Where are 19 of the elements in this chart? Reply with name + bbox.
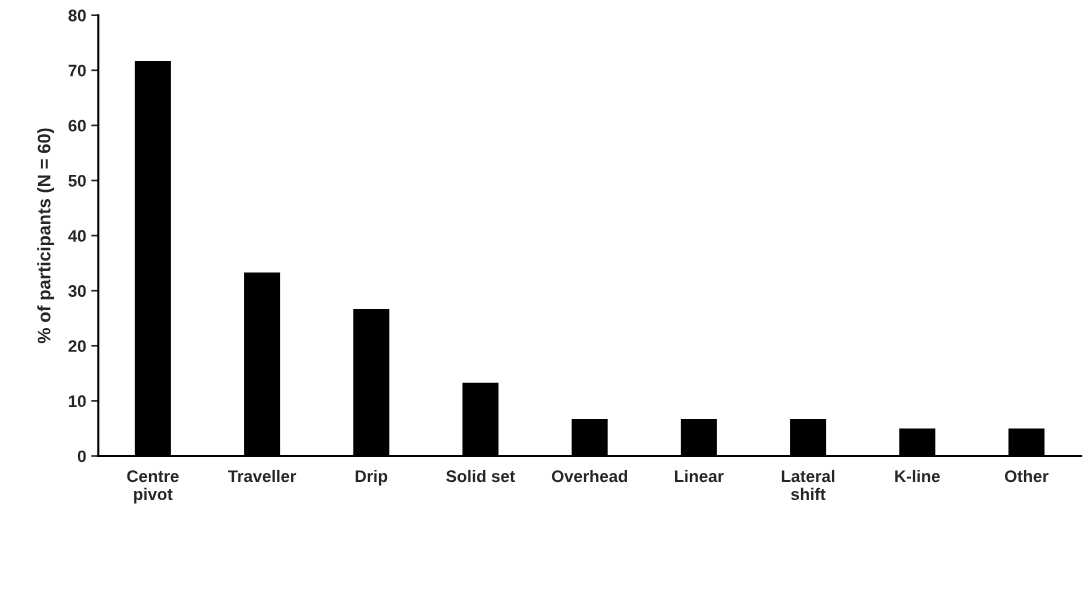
- x-tick-label: Centre pivot: [127, 470, 179, 504]
- y-axis-title: % of participants (N = 60): [37, 128, 55, 344]
- y-tick-label: 10: [68, 395, 86, 408]
- y-tick-label: 80: [68, 9, 86, 22]
- y-tick-label: 70: [68, 64, 86, 77]
- x-tick-label: Other: [1004, 469, 1049, 483]
- x-tick-label: Drip: [355, 469, 388, 486]
- y-tick-label: 30: [68, 285, 86, 297]
- x-tick-label: K-line: [895, 469, 940, 483]
- y-tick-label: 20: [68, 340, 86, 352]
- x-tick-label: Lateral shift: [781, 469, 835, 501]
- x-tick-label: Linear: [674, 469, 724, 483]
- y-tick-label: 50: [68, 174, 86, 187]
- y-tick-label: 0: [77, 450, 86, 463]
- x-tick-label: Solid set: [446, 469, 516, 483]
- y-tick-label: 60: [68, 119, 86, 132]
- x-tick-label: Traveller: [227, 469, 297, 483]
- y-tick-label: 40: [68, 230, 86, 242]
- x-tick-label: Overhead: [551, 469, 628, 483]
